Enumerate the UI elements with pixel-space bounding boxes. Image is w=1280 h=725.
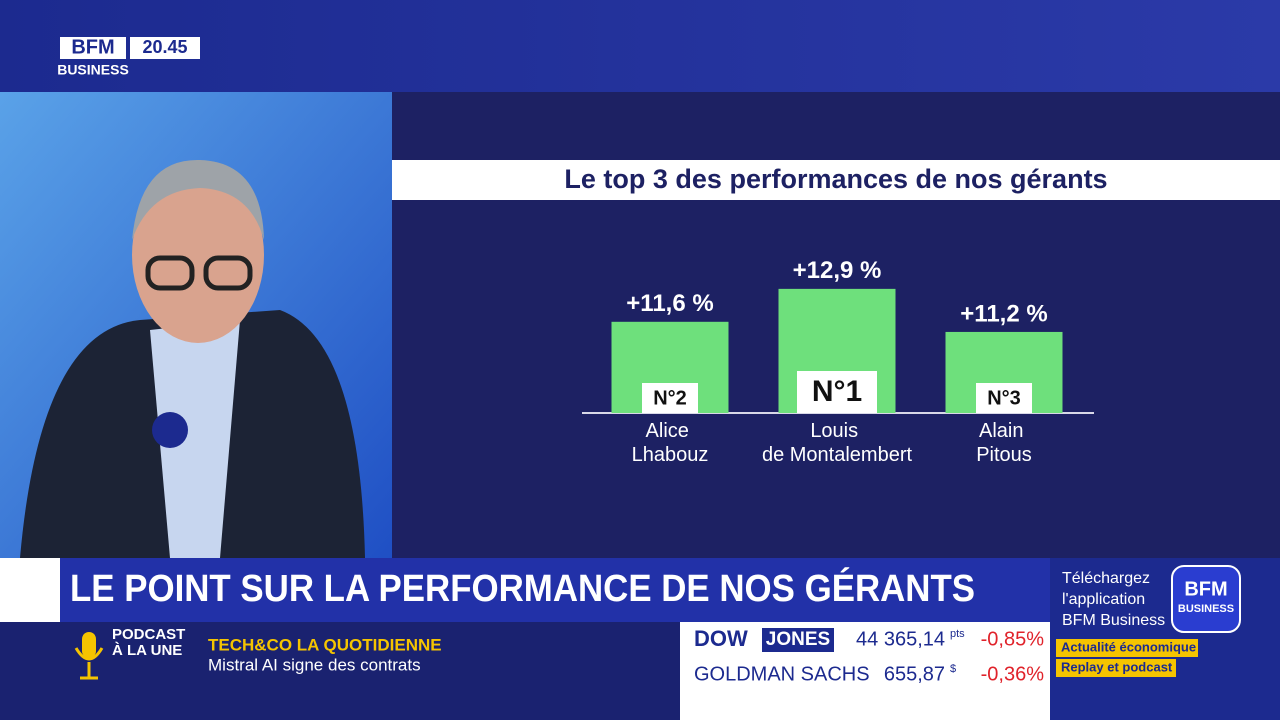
ticker-name: DOW (694, 626, 748, 651)
ticker-value: 655,87 (884, 663, 945, 685)
ticker-value: 44 365,14 (856, 628, 945, 650)
ticker-name: JONES (766, 629, 830, 650)
ticker (680, 622, 1050, 720)
rank-box (642, 383, 698, 413)
category-label: Alice Lhabouz (632, 420, 709, 466)
glasses (145, 255, 195, 291)
chart-title: Le top 3 des performances de nos gérants (564, 164, 1107, 194)
promo-logo (1171, 565, 1241, 633)
value-label: +11,6 % (626, 290, 713, 317)
podcast-show: TECH&CO LA QUOTIDIENNE (208, 635, 442, 654)
glasses (203, 255, 253, 291)
podcast-band (0, 622, 680, 720)
top-band (0, 0, 1280, 92)
rank-label: N°3 (987, 387, 1021, 409)
ticker-change: -0,85% (981, 628, 1045, 650)
podcast-story: Mistral AI signe des contrats (208, 655, 421, 674)
ticker-unit: $ (950, 663, 956, 675)
presenter-hair (132, 159, 264, 240)
promo-text: BFM Business (1062, 612, 1165, 629)
promo-tag (1056, 659, 1176, 677)
promo-tag-text: Replay et podcast (1061, 659, 1173, 674)
headline-band (60, 558, 1050, 622)
logo: BFM (71, 36, 114, 58)
rank-label: N°1 (812, 375, 862, 408)
presenter-shirt (150, 320, 240, 558)
promo-logo-text: BUSINESS (1178, 603, 1234, 615)
promo-text: Téléchargez (1062, 570, 1150, 587)
time-box (130, 37, 200, 59)
value-label: +12,9 % (793, 257, 882, 284)
presenter-head (132, 167, 264, 343)
ticker-unit: pts (950, 628, 965, 640)
time: 20.45 (142, 37, 187, 57)
podcast-label: À LA UNE (112, 642, 182, 659)
logo-box (60, 37, 126, 59)
promo-tag-text: Actualité économique (1061, 639, 1196, 654)
value-label: +11,2 % (960, 300, 1047, 327)
bars: +11,6 % N°2 Alice Lhabouz +12,9 % N°1 Louis d… (611, 257, 1063, 466)
promo-text: l'application (1062, 591, 1145, 608)
promo-tag (1056, 639, 1198, 657)
podcast-label: PODCAST (112, 626, 185, 643)
rank-label: N°2 (653, 387, 687, 409)
logo-sub: BUSINESS (57, 62, 129, 78)
headline: LE POINT SUR LA PERFORMANCE DE NOS GÉRAN… (70, 566, 975, 610)
category-label: Alain Pitous (976, 420, 1032, 466)
ticker-badge (762, 628, 834, 652)
ticker-name: GOLDMAN SACHS (694, 663, 870, 685)
podcast-icon (82, 632, 96, 658)
podcast-icon (74, 647, 104, 680)
promo-logo-text: BFM (1184, 578, 1227, 600)
rank-box (976, 383, 1032, 413)
category-label: Louis de Montalembert (762, 420, 913, 466)
microphone (152, 412, 188, 448)
rank-box (797, 371, 877, 413)
ticker-change: -0,36% (981, 663, 1045, 685)
chart-title-strip (392, 160, 1280, 200)
